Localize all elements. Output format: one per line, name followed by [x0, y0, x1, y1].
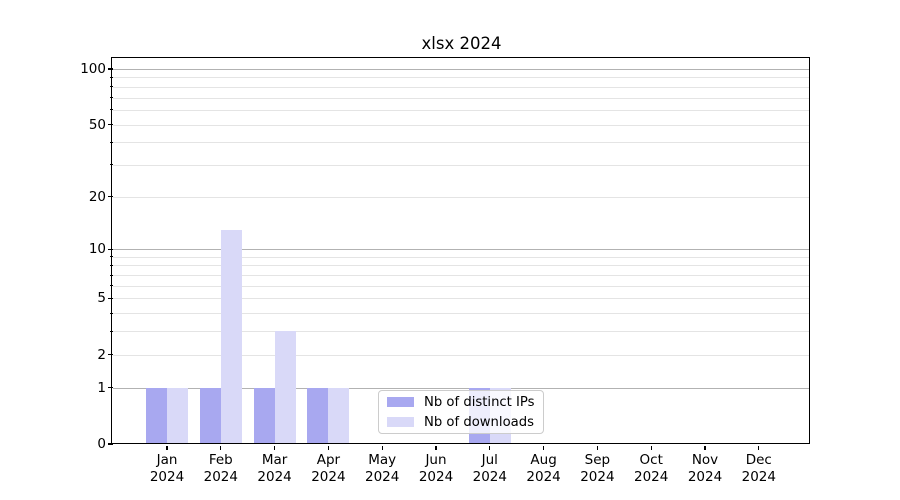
x-tick: [758, 445, 760, 451]
plot-area: [113, 59, 810, 444]
x-tick-label: Apr 2024: [311, 452, 346, 485]
y-tick-minor: [110, 164, 113, 166]
y-tick-label: 2: [97, 346, 106, 363]
legend-label: Nb of downloads: [424, 414, 534, 430]
gridline-minor: [113, 275, 810, 277]
x-tick-label: Jan 2024: [149, 452, 185, 485]
gridline-major: [113, 69, 810, 70]
y-tick-minor: [110, 312, 113, 314]
chart-title: xlsx 2024: [421, 34, 502, 53]
x-tick: [327, 445, 330, 451]
bar-downloads-jan: [167, 387, 188, 444]
y-tick-label: 20: [88, 188, 106, 205]
y-tick-minor: [110, 97, 113, 99]
y-tick-label: 50: [88, 116, 106, 133]
x-tick: [543, 445, 545, 451]
gridline-minor: [113, 142, 810, 144]
gridline-minor: [113, 354, 810, 356]
gridline-minor: [113, 86, 810, 88]
gridline-minor: [113, 109, 810, 111]
x-tick-label: Sep 2024: [580, 452, 615, 485]
x-tick-label: Mar 2024: [257, 452, 292, 485]
x-tick: [166, 445, 168, 451]
x-tick: [650, 445, 652, 451]
y-tick-minor: [110, 141, 113, 143]
legend-label: Nb of distinct IPs: [424, 394, 535, 410]
y-tick: [108, 297, 113, 300]
gridline-minor: [113, 196, 810, 198]
y-tick: [108, 248, 113, 250]
bar-downloads-feb: [220, 229, 242, 444]
y-tick-minor: [110, 76, 113, 78]
gridline-minor: [113, 285, 810, 287]
bar-ips-apr: [307, 387, 329, 444]
y-tick-label: 5: [97, 290, 106, 307]
y-tick: [108, 68, 113, 70]
y-tick-label: 10: [88, 241, 106, 258]
gridline-minor: [113, 164, 810, 166]
bar-ips-jan: [146, 387, 167, 444]
gridline-minor: [113, 265, 810, 267]
x-tick: [274, 445, 276, 451]
x-tick-label: Nov 2024: [687, 452, 723, 485]
y-tick: [108, 196, 113, 198]
legend-swatch: [387, 396, 414, 408]
bar-downloads-mar: [274, 331, 296, 444]
gridline-minor: [113, 298, 810, 300]
x-tick-label: Aug 2024: [526, 452, 561, 485]
x-tick-label: Jul 2024: [472, 452, 507, 485]
y-tick-minor: [110, 86, 113, 88]
x-tick-label: Feb 2024: [203, 452, 238, 485]
y-tick-minor: [110, 256, 113, 258]
gridline-major: [113, 387, 810, 389]
y-tick: [108, 387, 113, 389]
gridline-minor: [113, 313, 810, 315]
x-tick-label: May 2024: [365, 452, 400, 485]
y-tick-minor: [110, 109, 113, 111]
gridline-minor: [113, 124, 810, 126]
y-tick-minor: [110, 285, 113, 287]
x-tick: [489, 445, 491, 451]
gridline-minor: [113, 97, 810, 99]
legend-item-downloads: Nb of downloads: [387, 414, 535, 431]
y-tick-label: 0: [97, 436, 106, 452]
legend-swatch: [387, 416, 414, 428]
y-tick: [108, 354, 113, 356]
x-tick: [596, 445, 599, 451]
y-tick-label: 1: [97, 379, 106, 396]
y-tick-minor: [110, 274, 113, 276]
x-tick-label: Dec 2024: [741, 452, 776, 485]
legend-item-ips: Nb of distinct IPs: [387, 394, 535, 411]
x-tick-label: Oct 2024: [634, 452, 669, 485]
y-tick-label: 100: [80, 61, 106, 77]
x-tick: [704, 445, 706, 451]
x-tick-label: Jun 2024: [418, 452, 454, 485]
gridline-minor: [113, 331, 810, 333]
y-tick-minor: [110, 330, 113, 332]
gridline-minor: [113, 77, 810, 79]
y-tick: [108, 443, 113, 445]
y-tick-minor: [110, 264, 113, 266]
bar-downloads-apr: [328, 387, 350, 444]
gridline-minor: [113, 256, 810, 258]
bar-ips-feb: [199, 387, 221, 444]
y-tick: [108, 123, 113, 126]
x-tick: [220, 445, 222, 451]
x-tick: [381, 445, 383, 451]
x-tick: [435, 445, 437, 451]
gridline-major: [113, 249, 810, 251]
bar-ips-mar: [253, 387, 275, 444]
legend: Nb of distinct IPs Nb of downloads: [378, 390, 544, 434]
